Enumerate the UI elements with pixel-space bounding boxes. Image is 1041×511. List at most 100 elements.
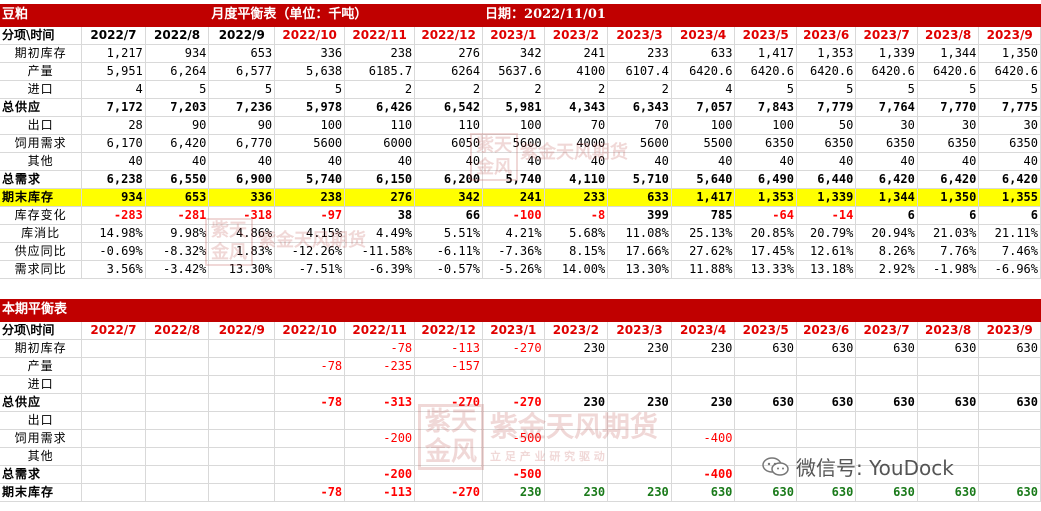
- column-header: 2023/2: [544, 26, 609, 45]
- table-cell: 6000: [344, 134, 416, 153]
- table-cell: 21.11%: [978, 224, 1041, 243]
- table-cell: 1,417: [734, 44, 797, 63]
- table-cell: 4,343: [544, 98, 609, 117]
- table-cell: [145, 429, 210, 448]
- table-cell: 5500: [671, 134, 736, 153]
- table-cell: 6350: [978, 134, 1041, 153]
- table-cell: 4100: [544, 62, 609, 81]
- table-cell: 6420.6: [671, 62, 736, 81]
- table-cell: 230: [544, 483, 609, 502]
- row-label: 期初库存: [0, 339, 83, 358]
- column-header: 2022/10: [274, 321, 346, 340]
- table-cell: 6,238: [81, 170, 146, 189]
- table-cell: -6.11%: [414, 242, 484, 261]
- table-cell: 6420.6: [796, 62, 857, 81]
- table-cell: [607, 447, 672, 466]
- table-cell: 6,577: [208, 62, 276, 81]
- column-header: 2022/12: [414, 321, 484, 340]
- table-cell: 785: [671, 206, 736, 225]
- table-cell: 6420.6: [855, 62, 918, 81]
- table-cell: 100: [734, 116, 797, 135]
- table-cell: 5.51%: [414, 224, 484, 243]
- table-cell: 5: [734, 80, 797, 99]
- table-cell: 630: [978, 483, 1041, 502]
- column-header: 2022/8: [145, 26, 210, 45]
- table-cell: 5600: [274, 134, 346, 153]
- table-cell: 6,542: [414, 98, 484, 117]
- wechat-icon: [762, 456, 790, 478]
- table-cell: 4.49%: [344, 224, 416, 243]
- row-label: 期末库存: [0, 483, 83, 502]
- row-label: 其他: [0, 152, 83, 171]
- table-cell: 2.92%: [855, 260, 918, 279]
- table-cell: [917, 447, 980, 466]
- table-cell: 30: [855, 116, 918, 135]
- column-header: 2023/7: [855, 26, 918, 45]
- table-cell: [482, 411, 545, 430]
- table-cell: [796, 429, 857, 448]
- table-cell: 630: [978, 393, 1041, 412]
- table-row: 产量 -78 -235 -157: [0, 357, 1041, 376]
- table-cell: 40: [671, 152, 736, 171]
- table-cell: [274, 411, 346, 430]
- table-cell: 12.61%: [796, 242, 857, 261]
- table-cell: 6,200: [414, 170, 484, 189]
- table-cell: 630: [855, 393, 918, 412]
- table-row: 进口 4 5 5 5 2 2 2 2 2 4 5 5 5 5 5: [0, 80, 1041, 99]
- column-header: 2023/8: [917, 321, 980, 340]
- table-cell: [607, 411, 672, 430]
- table-cell: 7.76%: [917, 242, 980, 261]
- column-header: 2022/11: [344, 321, 416, 340]
- column-header: 2022/11: [344, 26, 416, 45]
- column-header: 2023/3: [607, 321, 672, 340]
- table-cell: 630: [796, 339, 857, 358]
- table-row: 总供应 -78 -313 -270 -270 230 230 230 630 630 630 630 6…: [0, 393, 1041, 412]
- date-label: 日期：2022/11/01: [482, 4, 736, 27]
- table-cell: 1,344: [855, 188, 918, 207]
- table-cell: 110: [414, 116, 484, 135]
- table-cell: 8.26%: [855, 242, 918, 261]
- row-label: 产量: [0, 62, 83, 81]
- table-cell: 40: [208, 152, 276, 171]
- table-cell: -100: [482, 206, 545, 225]
- table-cell: 7,203: [145, 98, 210, 117]
- table-cell: -500: [482, 429, 545, 448]
- table-cell: 90: [208, 116, 276, 135]
- table-cell: 6,420: [855, 170, 918, 189]
- table-cell: 13.18%: [796, 260, 857, 279]
- row-label: 总供应: [0, 393, 83, 412]
- table-cell: 40: [917, 152, 980, 171]
- table-cell: [414, 429, 484, 448]
- table-cell: 7,770: [917, 98, 980, 117]
- table-cell: 11.08%: [607, 224, 672, 243]
- table-cell: 7.46%: [978, 242, 1041, 261]
- table-cell: 28: [81, 116, 146, 135]
- table-cell: -157: [414, 357, 484, 376]
- table-cell: 6,426: [344, 98, 416, 117]
- table-cell: 5: [978, 80, 1041, 99]
- row-label: 总需求: [0, 170, 83, 189]
- table-cell: -3.42%: [145, 260, 210, 279]
- table-cell: -78: [344, 339, 416, 358]
- table-cell: 6: [978, 206, 1041, 225]
- row-label: 供应同比: [0, 242, 83, 261]
- table-cell: 630: [734, 393, 797, 412]
- table-cell: 6,150: [344, 170, 416, 189]
- table-cell: -12.26%: [274, 242, 346, 261]
- table-cell: -400: [671, 429, 736, 448]
- table-row: 需求同比 3.56% -3.42% 13.30% -7.51% -6.39% -0.57% -…: [0, 260, 1041, 279]
- table-cell: -64: [734, 206, 797, 225]
- table-cell: 6: [917, 206, 980, 225]
- table-cell: 5: [274, 80, 346, 99]
- table-cell: 17.45%: [734, 242, 797, 261]
- table-cell: -200: [344, 465, 416, 484]
- table-cell: 342: [482, 44, 545, 63]
- table-cell: 1,353: [734, 188, 797, 207]
- table-cell: [208, 447, 276, 466]
- table-cell: -200: [344, 429, 416, 448]
- table-cell: 230: [544, 339, 609, 358]
- table-cell: 100: [274, 116, 346, 135]
- table-cell: 40: [607, 152, 672, 171]
- row-label: 出口: [0, 411, 83, 430]
- table-cell: 336: [208, 188, 276, 207]
